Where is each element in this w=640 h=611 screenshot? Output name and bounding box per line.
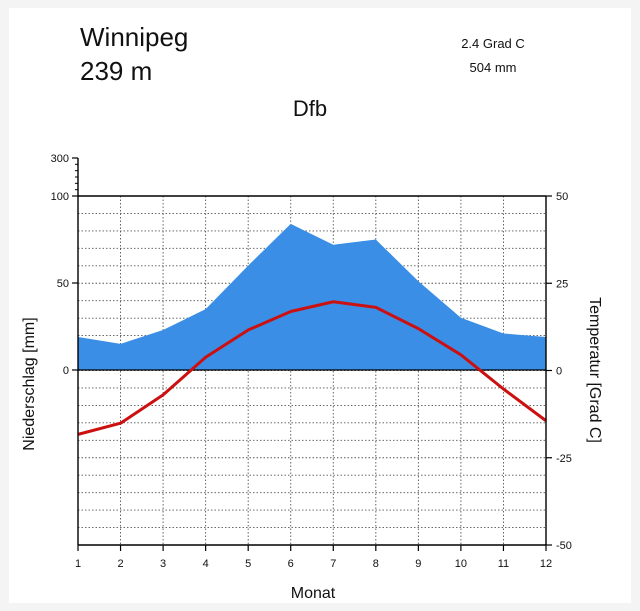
x-tick-label: 11 <box>498 558 509 570</box>
right-tick-label: 0 <box>556 366 562 378</box>
right-axis-title: Temperatur [Grad C] <box>586 297 603 443</box>
axes <box>75 158 547 546</box>
right-axis-ticks: 50 25 0 -25 -50 <box>546 191 572 552</box>
left-axis-title: Niederschlag [mm] <box>21 317 38 450</box>
x-tick-label: 9 <box>415 558 421 570</box>
x-tick-label: 1 <box>75 558 81 570</box>
x-axis-ticks: 1 2 3 4 5 6 7 8 9 10 11 12 <box>75 545 552 570</box>
x-tick-label: 2 <box>117 558 123 570</box>
station-elevation: 239 m <box>80 56 153 86</box>
left-tick-label: 0 <box>63 365 69 377</box>
x-tick-label: 7 <box>330 558 336 570</box>
annual-precipitation: 504 mm <box>469 60 517 75</box>
right-tick-label: 50 <box>556 191 568 203</box>
left-axis-ticks: 300 100 50 0 <box>51 153 78 377</box>
x-tick-label: 5 <box>245 558 251 570</box>
x-tick-label: 12 <box>540 558 552 570</box>
temperature-line <box>77 300 547 436</box>
chart-title: Dfb <box>292 96 328 121</box>
left-tick-label: 300 <box>51 153 69 165</box>
right-tick-label: -50 <box>556 540 572 552</box>
x-tick-label: 4 <box>203 558 209 570</box>
x-axis-title: Monat <box>291 585 336 602</box>
right-tick-label: 25 <box>556 278 568 290</box>
annual-mean-temperature: 2.4 Grad C <box>461 36 525 51</box>
precipitation-area <box>78 223 546 370</box>
x-tick-label: 8 <box>373 558 379 570</box>
left-tick-label: 100 <box>51 191 69 203</box>
x-tick-label: 6 <box>288 558 294 570</box>
x-tick-label: 3 <box>160 558 166 570</box>
right-tick-label: -25 <box>556 453 572 465</box>
x-tick-label: 10 <box>455 558 467 570</box>
station-name: Winnipeg <box>80 22 189 52</box>
left-tick-label: 50 <box>57 278 69 290</box>
